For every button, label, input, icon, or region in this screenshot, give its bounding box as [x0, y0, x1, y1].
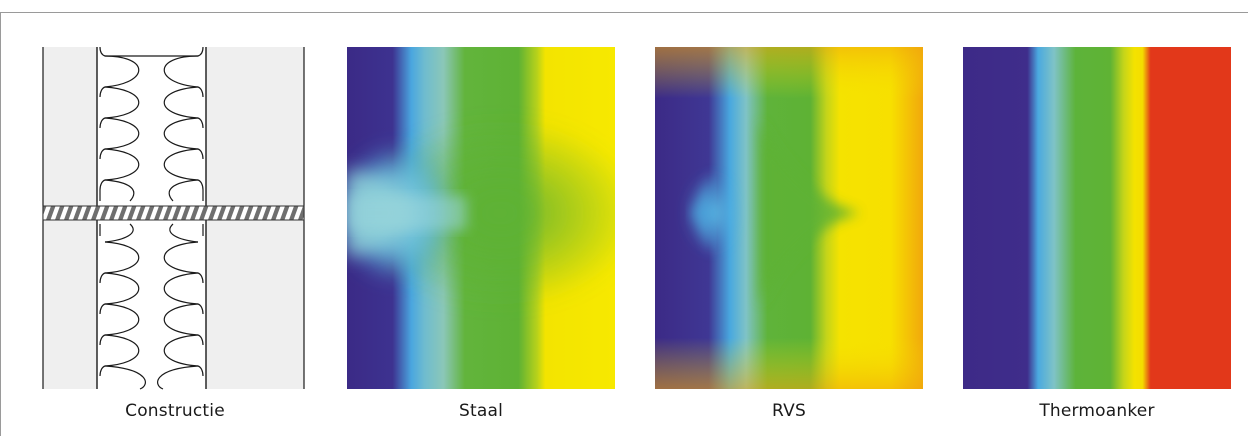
- label-thermoanker: Thermoanker: [1039, 401, 1155, 421]
- insulation-pattern: [99, 46, 204, 390]
- staal-thermal-image: [347, 47, 615, 389]
- anchor-rod: [42, 205, 305, 221]
- thermoanker-thermal-image: [963, 47, 1231, 389]
- label-constructie: Constructie: [125, 401, 225, 421]
- rvs-thermal-image: [655, 47, 923, 389]
- label-rvs: RVS: [772, 401, 806, 421]
- label-staal: Staal: [458, 401, 503, 421]
- constructie-drawing: [42, 46, 305, 390]
